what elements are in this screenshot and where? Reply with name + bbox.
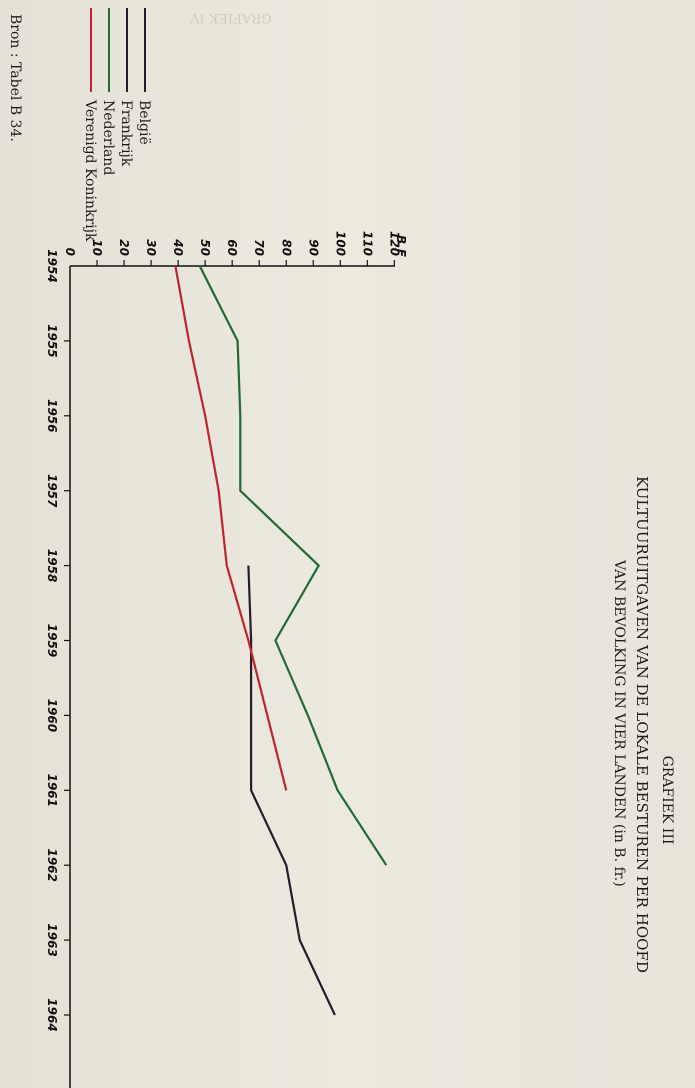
- x-tick-label: 1961: [45, 774, 59, 807]
- series-lines: [174, 265, 388, 1016]
- legend-label: België: [136, 100, 152, 145]
- series-line-belgi-: [247, 565, 336, 1016]
- x-tick-label: 1955: [45, 324, 59, 357]
- legend-label: Nederland: [100, 100, 116, 175]
- source-note: Bron : Tabel B 34.: [7, 14, 23, 142]
- y-tick-label: 60: [225, 239, 239, 256]
- y-tick-label: 70: [252, 239, 266, 256]
- legend-label: Verenigd Koninkrijk: [82, 99, 98, 242]
- x-tick-label: 1962: [45, 848, 59, 881]
- y-tick-label: 120: [387, 231, 401, 256]
- x-tick-label: 1964: [45, 998, 59, 1031]
- x-tick-label: 1956: [45, 399, 59, 432]
- chart-title: KULTUURUITGAVEN VAN DE LOKALE BESTUREN P…: [633, 476, 651, 973]
- legend-label: Frankrijk: [118, 100, 134, 167]
- series-line-nederland: [198, 265, 388, 866]
- y-ticks: 0 10 20 30 40 50 60 70 80 90 100 110 120: [63, 231, 401, 266]
- y-tick-label: 20: [117, 239, 131, 256]
- x-tick-label: 1954: [45, 249, 59, 282]
- y-tick-label: 10: [90, 239, 104, 256]
- chart-subtitle: VAN BEVOLKING IN VIER LANDEN (in B. fr.): [611, 559, 627, 887]
- x-tick-label: 1963: [45, 923, 59, 956]
- y-tick-label: 80: [279, 239, 293, 256]
- x-ticks: 1954 1955 1956 1957 1958 1959 1960 1961 1962 1963…: [45, 249, 70, 1032]
- x-tick-label: 1958: [45, 549, 59, 582]
- y-tick-label: 50: [198, 239, 212, 256]
- y-tick-label: 0: [63, 248, 77, 256]
- figure-label: GRAFIEK III: [659, 756, 675, 845]
- x-tick-label: 1957: [45, 474, 59, 508]
- x-tick-label: 1959: [45, 624, 59, 657]
- y-tick-label: 90: [306, 239, 320, 256]
- y-axis-unit: B.F: [394, 235, 408, 258]
- y-tick-label: 110: [360, 231, 374, 256]
- series-line-verenigd-koninkrijk: [174, 265, 288, 791]
- x-tick-label: 1960: [45, 699, 59, 732]
- y-tick-label: 40: [171, 238, 185, 256]
- y-tick-label: 30: [144, 239, 158, 256]
- y-tick-label: 100: [333, 231, 347, 256]
